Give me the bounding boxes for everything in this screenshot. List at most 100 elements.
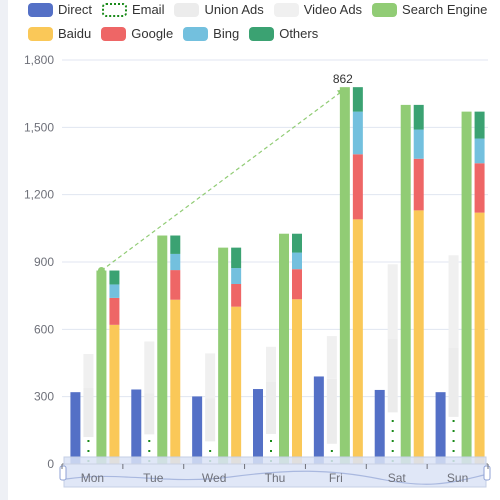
bar-email[interactable] (387, 412, 398, 464)
bar-google[interactable] (170, 270, 181, 300)
bar-baidu[interactable] (413, 210, 424, 464)
bar-google[interactable] (292, 269, 302, 300)
bar-google[interactable] (352, 154, 363, 220)
legend-label-others: Others (279, 26, 319, 41)
bar-direct[interactable] (313, 376, 324, 464)
bar-direct[interactable] (131, 389, 142, 464)
bar-baidu[interactable] (474, 212, 485, 464)
bar-email-fill (144, 434, 155, 464)
bar-others[interactable] (231, 247, 242, 269)
annotation-label: 862 (333, 72, 353, 86)
y-tick-label: 1,200 (24, 188, 54, 202)
bar-direct[interactable] (70, 392, 81, 464)
bar-email[interactable] (144, 434, 155, 464)
bar-video-ads[interactable] (83, 354, 94, 388)
bar-baidu[interactable] (292, 299, 302, 464)
bar-search-engine[interactable] (279, 233, 289, 464)
legend-item-google[interactable]: Google (101, 26, 173, 41)
data-zoom-handle-left[interactable] (59, 465, 67, 481)
bar-email[interactable] (326, 443, 337, 464)
bar-others[interactable] (413, 104, 424, 130)
bar-direct[interactable] (192, 396, 203, 464)
bar-others[interactable] (109, 270, 120, 285)
bar-bing[interactable] (352, 111, 363, 155)
bar-union-ads[interactable] (266, 381, 276, 434)
annotation-arrow (101, 88, 346, 272)
bar-baidu[interactable] (109, 324, 120, 464)
bar-search-engine[interactable] (218, 247, 229, 464)
y-tick-label: 1,500 (24, 120, 54, 134)
bar-bing[interactable] (170, 253, 181, 271)
bar-google[interactable] (413, 158, 424, 211)
legend-item-bing[interactable]: Bing (183, 26, 239, 41)
bar-video-ads[interactable] (144, 341, 155, 394)
bar-direct[interactable] (435, 392, 446, 464)
x-tick-label: Tue (143, 471, 164, 485)
bar-bing[interactable] (474, 138, 485, 164)
legend-item-video-ads[interactable]: Video Ads (273, 2, 362, 17)
data-zoom-handle-right[interactable] (483, 465, 491, 481)
legend-swatch-bing (183, 26, 209, 41)
bar-video-ads[interactable] (326, 336, 337, 379)
bar-video-ads[interactable] (448, 255, 459, 348)
legend-label-bing: Bing (213, 26, 240, 41)
bar-baidu[interactable] (170, 299, 181, 464)
bar-search-engine[interactable] (461, 111, 472, 464)
bar-search-engine[interactable] (157, 235, 168, 464)
bar-email[interactable] (83, 437, 94, 464)
bar-search-engine[interactable] (96, 270, 107, 464)
bar-video-ads[interactable] (266, 346, 276, 382)
bar-google[interactable] (109, 297, 120, 325)
legend-item-direct[interactable]: Direct (28, 2, 92, 17)
bar-direct[interactable] (253, 389, 263, 464)
legend-swatch-search-engine (372, 2, 398, 17)
bar-direct[interactable] (374, 389, 385, 464)
legend-label-search-engine: Search Engine (402, 2, 488, 17)
bar-union-ads[interactable] (205, 398, 216, 442)
x-tick-label: Sun (447, 471, 468, 485)
legend-swatch-direct (28, 2, 53, 17)
bar-email-fill (205, 441, 216, 464)
legend-item-baidu[interactable]: Baidu (28, 26, 91, 41)
x-tick-label: Fri (329, 471, 343, 485)
legend-item-others[interactable]: Others (249, 26, 318, 41)
bar-others[interactable] (474, 111, 485, 139)
bar-video-ads[interactable] (387, 264, 398, 339)
bar-bing[interactable] (413, 129, 424, 159)
y-tick-label: 300 (34, 390, 54, 404)
legend-swatch-baidu (28, 26, 53, 41)
bar-others[interactable] (352, 87, 363, 112)
bar-others[interactable] (170, 235, 181, 254)
bar-others[interactable] (292, 233, 302, 253)
bar-email[interactable] (205, 441, 216, 464)
bar-baidu[interactable] (231, 306, 242, 464)
bar-union-ads[interactable] (387, 338, 398, 413)
bar-search-engine[interactable] (400, 104, 411, 464)
bar-union-ads[interactable] (326, 378, 337, 444)
legend-item-union-ads[interactable]: Union Ads (174, 2, 264, 17)
bar-email[interactable] (448, 416, 459, 464)
bar-union-ads[interactable] (83, 387, 94, 438)
legend-item-search-engine[interactable]: Search Engine (372, 2, 487, 17)
x-tick-label: Thu (265, 471, 286, 485)
legend-row: Baidu Google Bing Others (28, 26, 328, 41)
legend-label-direct: Direct (58, 2, 92, 17)
bar-email[interactable] (266, 433, 276, 464)
x-tick-label: Sat (388, 471, 407, 485)
y-tick-label: 1,800 (24, 53, 54, 67)
bar-google[interactable] (231, 283, 242, 307)
legend-swatch-email (101, 2, 127, 17)
legend-item-email[interactable]: Email (101, 2, 165, 17)
legend-label-email: Email (131, 2, 165, 17)
bar-bing[interactable] (231, 268, 242, 284)
bar-union-ads[interactable] (448, 347, 459, 417)
bar-search-engine[interactable] (339, 87, 350, 464)
bar-union-ads[interactable] (144, 393, 155, 435)
bar-video-ads[interactable] (205, 353, 216, 399)
bar-bing[interactable] (292, 252, 302, 270)
x-tick-label: Mon (81, 471, 104, 485)
bar-baidu[interactable] (352, 219, 363, 464)
bar-email-fill (387, 412, 398, 464)
bar-bing[interactable] (109, 284, 120, 298)
bar-google[interactable] (474, 163, 485, 213)
